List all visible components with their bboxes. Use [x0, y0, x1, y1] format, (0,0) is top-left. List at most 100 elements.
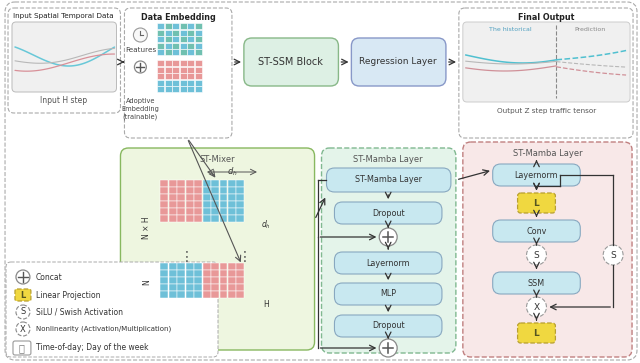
Circle shape	[16, 305, 30, 319]
FancyBboxPatch shape	[8, 8, 120, 113]
Bar	[177, 270, 185, 277]
Bar	[211, 194, 219, 200]
Bar	[160, 201, 168, 208]
FancyBboxPatch shape	[463, 22, 630, 102]
Text: $d_h$: $d_h$	[227, 166, 237, 178]
Text: Conv: Conv	[526, 227, 547, 236]
Bar	[211, 215, 219, 221]
FancyBboxPatch shape	[463, 142, 632, 357]
Text: Dropout: Dropout	[372, 208, 404, 217]
Bar	[220, 201, 227, 208]
Bar	[160, 284, 168, 290]
Bar	[236, 208, 244, 215]
Bar	[169, 277, 177, 284]
Bar	[169, 194, 177, 200]
Text: Output Z step traffic tensor: Output Z step traffic tensor	[497, 108, 596, 114]
Bar	[236, 270, 244, 277]
Text: SiLU / Swish Activation: SiLU / Swish Activation	[36, 307, 123, 317]
Text: Features: Features	[125, 47, 156, 53]
Bar	[172, 66, 179, 73]
Bar	[228, 270, 236, 277]
Bar	[220, 180, 227, 187]
Bar	[194, 284, 202, 290]
Bar	[177, 194, 185, 200]
Bar	[203, 215, 211, 221]
Bar	[172, 60, 179, 66]
Bar	[195, 49, 202, 55]
Bar	[187, 60, 194, 66]
Bar	[194, 208, 202, 215]
Bar	[220, 284, 227, 290]
Bar	[180, 79, 187, 86]
Bar	[195, 66, 202, 73]
Bar	[157, 73, 164, 79]
Bar	[228, 194, 236, 200]
Bar	[186, 187, 194, 193]
Text: 🗓: 🗓	[19, 343, 25, 353]
Bar	[236, 277, 244, 284]
FancyBboxPatch shape	[244, 38, 339, 86]
Bar	[203, 194, 211, 200]
Bar	[203, 284, 211, 290]
Text: MLP: MLP	[380, 290, 396, 298]
Circle shape	[16, 270, 30, 284]
Bar	[180, 86, 187, 92]
FancyBboxPatch shape	[12, 22, 116, 92]
Bar	[177, 291, 185, 298]
Bar	[157, 23, 164, 29]
Bar	[169, 187, 177, 193]
Bar	[187, 66, 194, 73]
Bar	[194, 263, 202, 269]
Bar	[164, 73, 172, 79]
Text: Layernorm: Layernorm	[515, 171, 558, 179]
Text: L: L	[534, 199, 540, 208]
Circle shape	[380, 228, 397, 246]
Bar	[172, 86, 179, 92]
Text: Data Embedding: Data Embedding	[141, 13, 216, 22]
Bar	[164, 49, 172, 55]
Text: ST-Mixer: ST-Mixer	[199, 155, 235, 164]
Bar	[160, 187, 168, 193]
Bar	[211, 284, 219, 290]
Bar	[169, 291, 177, 298]
Bar	[172, 73, 179, 79]
Bar	[186, 270, 194, 277]
Bar	[160, 215, 168, 221]
Bar	[236, 201, 244, 208]
FancyBboxPatch shape	[335, 252, 442, 274]
Bar	[203, 263, 211, 269]
Bar	[228, 187, 236, 193]
Bar	[172, 36, 179, 42]
Text: Final Output: Final Output	[518, 13, 575, 22]
Bar	[169, 263, 177, 269]
Bar	[203, 180, 211, 187]
FancyBboxPatch shape	[15, 289, 31, 301]
FancyBboxPatch shape	[6, 262, 218, 357]
Text: SSM: SSM	[528, 278, 545, 287]
Text: ST-Mamba Layer: ST-Mamba Layer	[513, 149, 582, 158]
Bar	[187, 86, 194, 92]
FancyBboxPatch shape	[326, 168, 451, 192]
Bar	[180, 60, 187, 66]
Circle shape	[603, 245, 623, 265]
Bar	[194, 180, 202, 187]
Text: Regression Layer: Regression Layer	[359, 57, 437, 66]
FancyBboxPatch shape	[493, 272, 580, 294]
FancyBboxPatch shape	[518, 193, 556, 213]
Bar	[172, 49, 179, 55]
Bar	[160, 263, 168, 269]
FancyBboxPatch shape	[518, 323, 556, 343]
Text: Time-of-day; Day of the week: Time-of-day; Day of the week	[36, 343, 148, 352]
Bar	[236, 194, 244, 200]
FancyBboxPatch shape	[335, 283, 442, 305]
Bar	[228, 277, 236, 284]
Bar	[228, 208, 236, 215]
Circle shape	[380, 339, 397, 357]
Text: H: H	[263, 300, 269, 309]
Bar	[169, 270, 177, 277]
Bar	[211, 187, 219, 193]
Text: Input Spatial Temporal Data: Input Spatial Temporal Data	[13, 13, 114, 19]
Text: X: X	[533, 302, 540, 311]
Bar	[236, 180, 244, 187]
Text: Prediction: Prediction	[575, 27, 606, 32]
